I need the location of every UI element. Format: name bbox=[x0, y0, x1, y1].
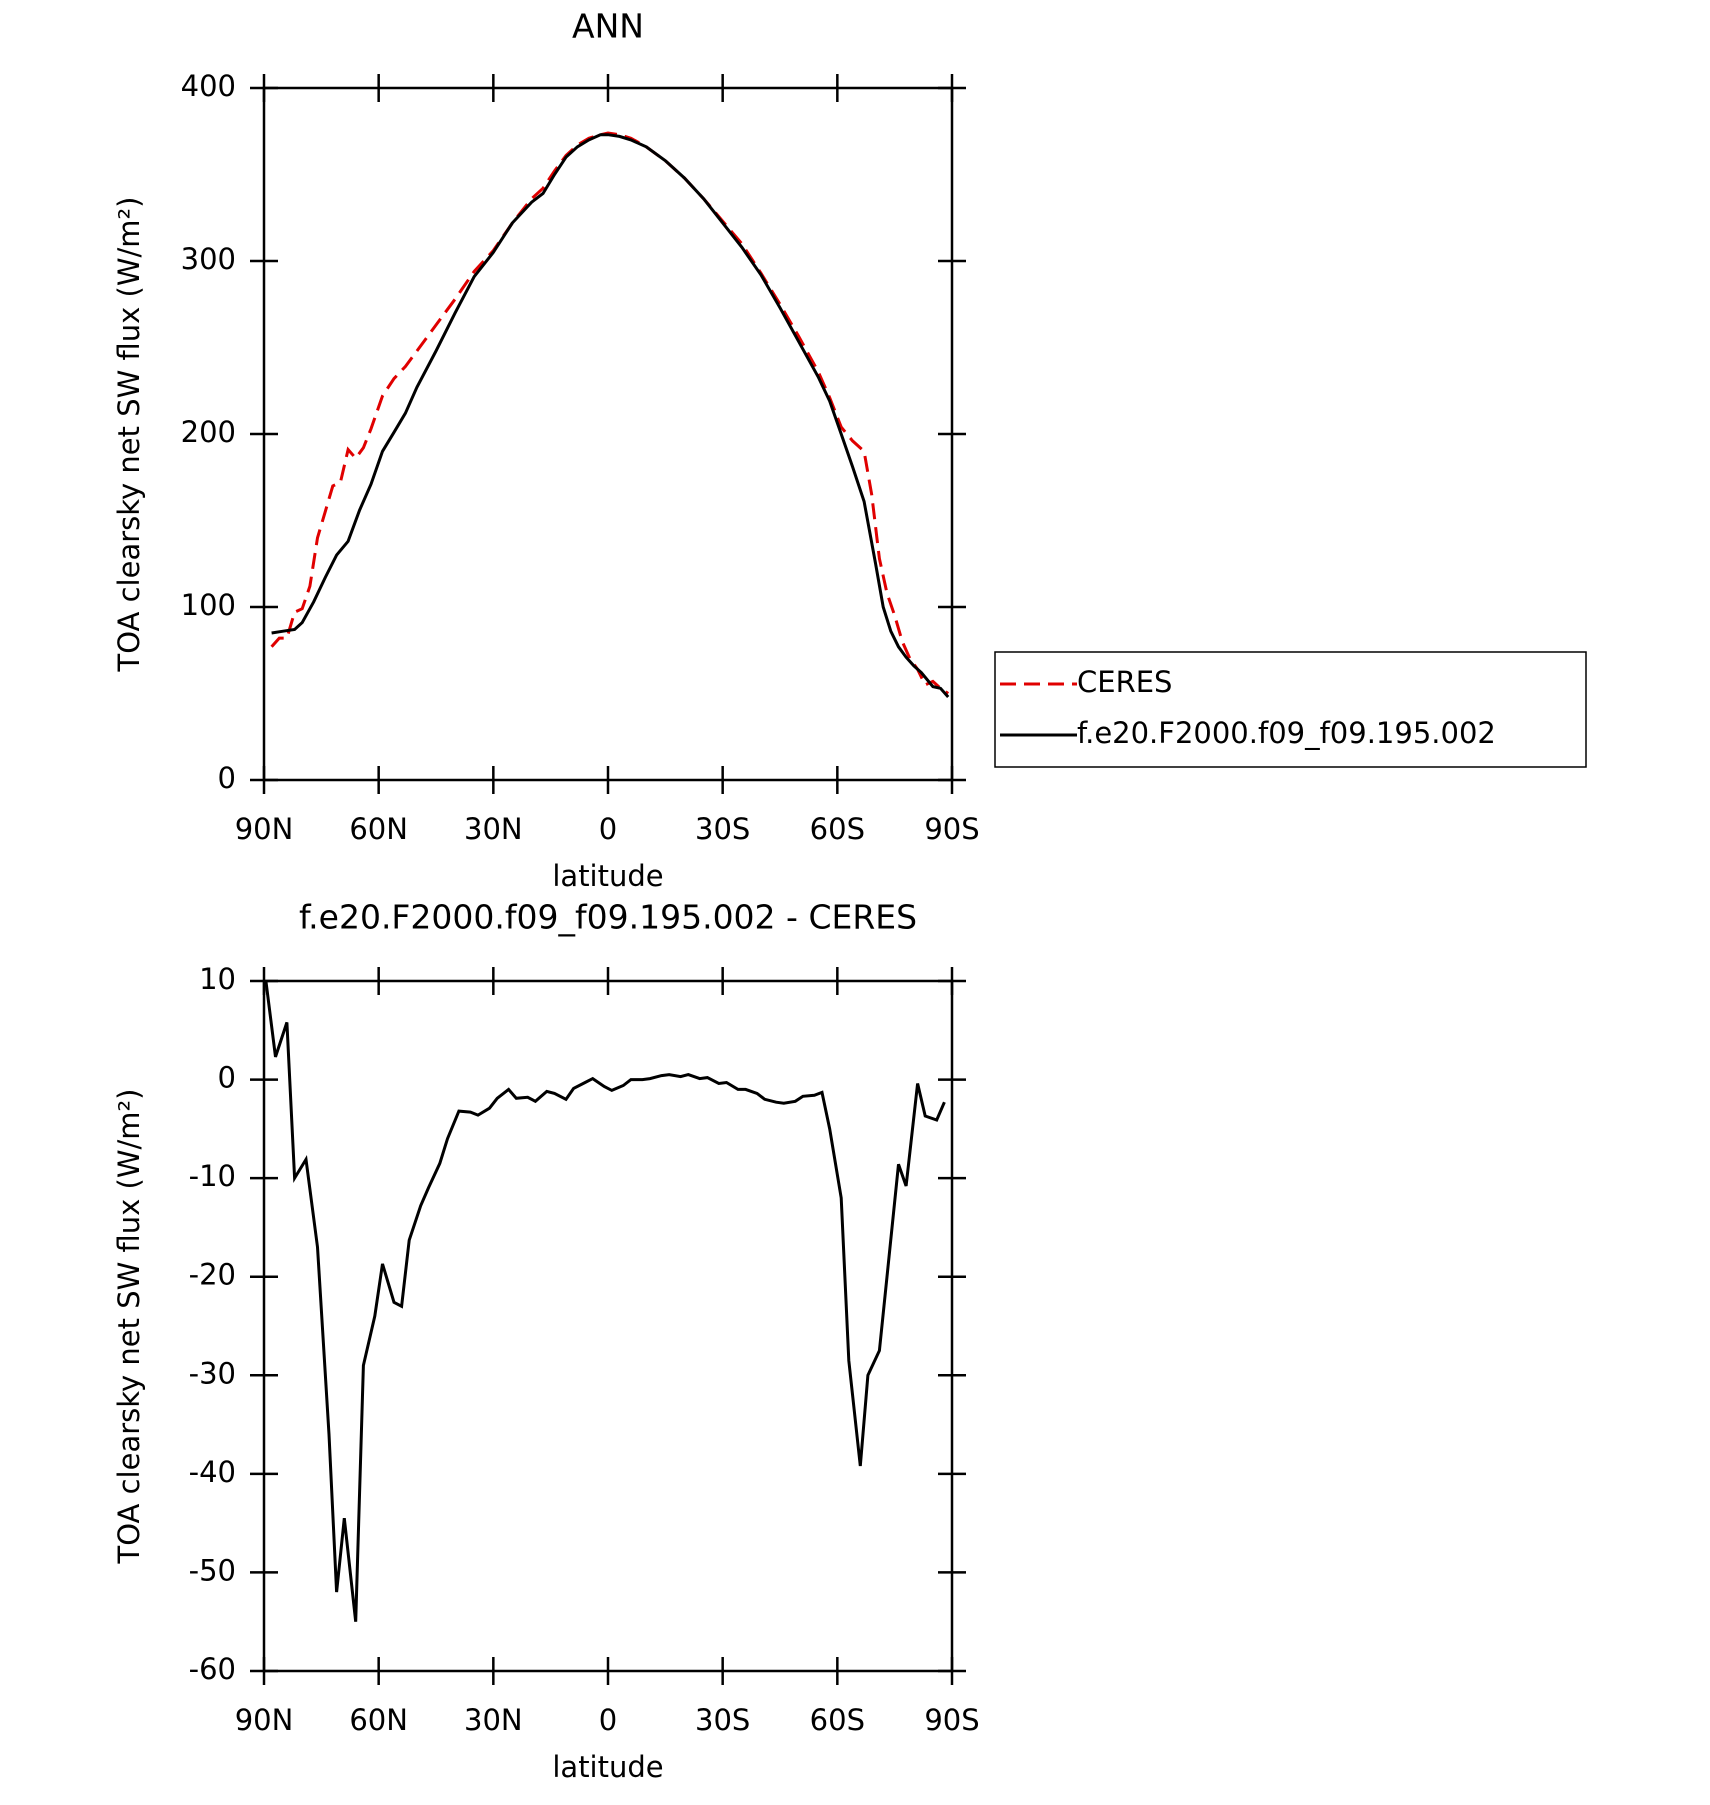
chart: ANN 0 100 200 300 400 90N 60N 30N 0 30S 60S 90S latit… bbox=[112, 7, 1587, 893]
y-tick-label: -40 bbox=[189, 1455, 236, 1489]
x-tick-label: 60S bbox=[810, 1703, 865, 1737]
y-axis-label: TOA clearsky net SW flux (W/m²) bbox=[112, 1089, 146, 1565]
x-tick-label: 90S bbox=[924, 812, 979, 846]
y-tick-label: -10 bbox=[189, 1159, 236, 1193]
x-tick-label: 60N bbox=[349, 812, 408, 846]
y-tick-label: 300 bbox=[181, 242, 236, 276]
y-tick-label: 10 bbox=[199, 962, 236, 996]
x-tick-label: 60N bbox=[349, 1703, 408, 1737]
y-tick-label: 0 bbox=[218, 1061, 236, 1095]
y-axis-label: TOA clearsky net SW flux (W/m²) bbox=[112, 197, 146, 673]
plot-frame bbox=[262, 86, 954, 782]
x-tick-label: 30S bbox=[695, 812, 750, 846]
y-tick-label: -60 bbox=[189, 1652, 236, 1686]
chart-title: f.e20.F2000.f09_f09.195.002 - CERES bbox=[299, 898, 917, 937]
x-tick-label: 0 bbox=[599, 1703, 617, 1737]
legend-box bbox=[994, 651, 1587, 768]
x-axis-label: latitude bbox=[552, 859, 663, 893]
y-tick-label: -50 bbox=[189, 1553, 236, 1587]
y-tick-label: 100 bbox=[181, 588, 236, 622]
x-tick-label: 90N bbox=[235, 812, 294, 846]
chart: f.e20.F2000.f09_f09.195.002 - CERES 10 0 -1… bbox=[112, 898, 980, 1785]
chart-title: ANN bbox=[572, 7, 644, 46]
x-tick-label: 0 bbox=[599, 812, 617, 846]
plot-frame bbox=[262, 979, 954, 1673]
y-tick-label: 400 bbox=[181, 69, 236, 103]
y-tick-label: 200 bbox=[181, 415, 236, 449]
x-tick-label: 30S bbox=[695, 1703, 750, 1737]
series-line bbox=[270, 131, 950, 695]
x-tick-label: 30N bbox=[464, 812, 523, 846]
x-axis-label: latitude bbox=[552, 1750, 663, 1784]
x-tick-label: 60S bbox=[810, 812, 865, 846]
y-tick-label: -30 bbox=[189, 1356, 236, 1390]
y-tick-label: -20 bbox=[189, 1258, 236, 1292]
legend: CERES f.e20.F2000.f09_f09.195.002 bbox=[994, 651, 1587, 768]
legend-label: CERES bbox=[1077, 665, 1172, 699]
y-tick-label: 0 bbox=[218, 761, 236, 795]
x-tick-label: 90N bbox=[235, 1703, 294, 1737]
series-line bbox=[264, 980, 946, 1622]
series-line bbox=[271, 133, 950, 698]
x-tick-label: 30N bbox=[464, 1703, 523, 1737]
legend-label: f.e20.F2000.f09_f09.195.002 bbox=[1077, 716, 1496, 750]
x-tick-label: 90S bbox=[924, 1703, 979, 1737]
